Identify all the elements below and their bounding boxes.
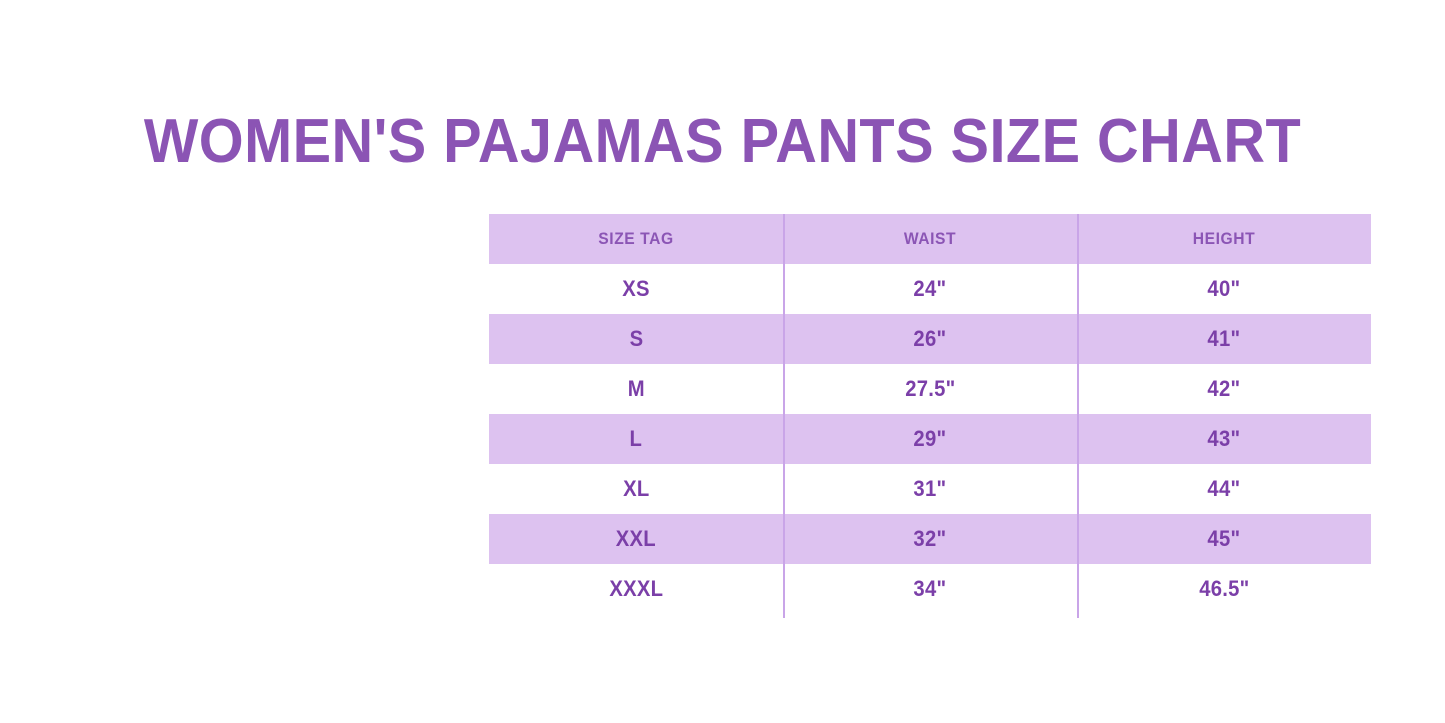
table-header-row: SIZE TAG WAIST HEIGHT <box>489 214 1371 264</box>
table-row: XXL 32" 45" <box>489 514 1371 564</box>
value-waist: 32" <box>913 526 947 551</box>
table-row: L 29" 43" <box>489 414 1371 464</box>
cell-height: 41" <box>1077 314 1371 364</box>
cell-height: 42" <box>1077 364 1371 414</box>
column-divider-first <box>783 214 785 618</box>
column-header-waist: WAIST <box>903 229 957 248</box>
cell-waist: 26" <box>783 314 1077 364</box>
table-row: XS 24" 40" <box>489 264 1371 314</box>
cell-waist: 31" <box>783 464 1077 514</box>
value-waist: 31" <box>913 476 947 501</box>
value-height: 42" <box>1207 376 1241 401</box>
value-height: 45" <box>1207 526 1241 551</box>
cell-waist: 29" <box>783 414 1077 464</box>
cell-waist: 32" <box>783 514 1077 564</box>
cell-waist: 34" <box>783 564 1077 614</box>
table-header: SIZE TAG WAIST HEIGHT <box>489 214 1371 264</box>
table-row: XXXL 34" 46.5" <box>489 564 1371 614</box>
value-height: 44" <box>1207 476 1241 501</box>
page-title: WOMEN'S PAJAMAS PANTS SIZE CHART <box>143 106 1302 176</box>
value-height: 40" <box>1207 276 1241 301</box>
cell-size-tag: XXXL <box>489 564 783 614</box>
table-row: M 27.5" 42" <box>489 364 1371 414</box>
cell-size-tag: XS <box>489 264 783 314</box>
cell-height: 40" <box>1077 264 1371 314</box>
value-waist: 27.5" <box>904 376 956 401</box>
size-chart-table-wrap: SIZE TAG WAIST HEIGHT XS 24" 40" S 26" 4… <box>489 214 1371 614</box>
cell-height: 43" <box>1077 414 1371 464</box>
value-waist: 26" <box>913 326 947 351</box>
cell-height: 45" <box>1077 514 1371 564</box>
size-chart-table: SIZE TAG WAIST HEIGHT XS 24" 40" S 26" 4… <box>489 214 1371 614</box>
value-waist: 34" <box>913 576 947 601</box>
column-header-height: HEIGHT <box>1192 229 1256 248</box>
cell-size-tag: M <box>489 364 783 414</box>
column-header-size-tag: SIZE TAG <box>598 229 674 248</box>
value-size-tag: L <box>629 426 643 451</box>
value-size-tag: S <box>629 326 643 351</box>
cell-height: 44" <box>1077 464 1371 514</box>
table-row: S 26" 41" <box>489 314 1371 364</box>
value-size-tag: M <box>627 376 645 401</box>
value-height: 41" <box>1207 326 1241 351</box>
cell-waist: 24" <box>783 264 1077 314</box>
value-size-tag: XL <box>622 476 650 501</box>
cell-size-tag: XL <box>489 464 783 514</box>
cell-size-tag: XXL <box>489 514 783 564</box>
value-height: 46.5" <box>1198 576 1250 601</box>
value-waist: 24" <box>913 276 947 301</box>
cell-waist: 27.5" <box>783 364 1077 414</box>
value-waist: 29" <box>913 426 947 451</box>
value-size-tag: XXL <box>615 526 657 551</box>
value-size-tag: XXXL <box>609 576 663 601</box>
cell-height: 46.5" <box>1077 564 1371 614</box>
cell-size-tag: L <box>489 414 783 464</box>
value-height: 43" <box>1207 426 1241 451</box>
table-row: XL 31" 44" <box>489 464 1371 514</box>
column-divider-second <box>1077 214 1079 618</box>
value-size-tag: XS <box>622 276 650 301</box>
table-body: XS 24" 40" S 26" 41" M 27.5" 42" L 29" <box>489 264 1371 614</box>
cell-size-tag: S <box>489 314 783 364</box>
